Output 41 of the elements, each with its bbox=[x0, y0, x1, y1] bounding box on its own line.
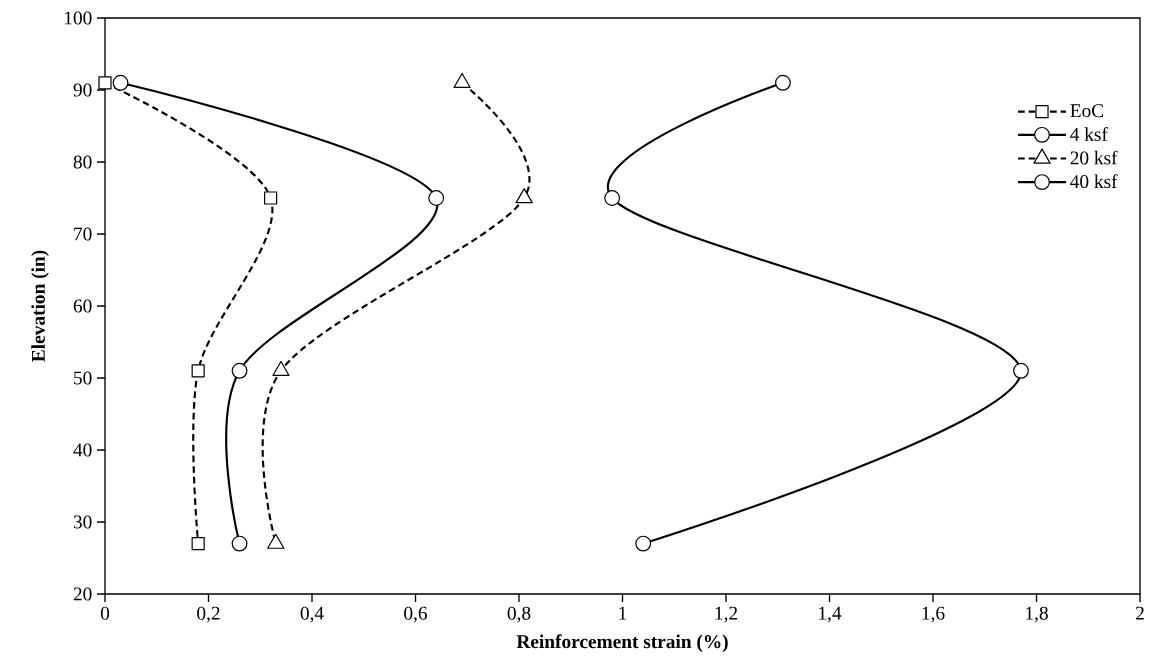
point bbox=[231, 535, 248, 552]
point bbox=[604, 190, 621, 207]
x-tick-label: 1,6 bbox=[922, 606, 945, 623]
point bbox=[453, 73, 471, 89]
y-tick-label: 100 bbox=[64, 11, 92, 25]
x-tick-label: 0,4 bbox=[300, 606, 324, 623]
x-tick-label: 2 bbox=[1136, 606, 1144, 620]
y-tick-label: 30 bbox=[73, 515, 92, 529]
point bbox=[191, 537, 205, 551]
point bbox=[775, 75, 791, 91]
y-axis-title: Elevation (in) bbox=[31, 250, 49, 363]
y-tick-label: 20 bbox=[73, 587, 92, 601]
x-tick-label: 1,2 bbox=[715, 606, 738, 623]
x-tick-label: 0,6 bbox=[404, 606, 428, 623]
x-tick-label: 0,2 bbox=[197, 606, 220, 623]
point bbox=[191, 364, 205, 378]
point bbox=[1013, 363, 1029, 379]
y-tick-label: 70 bbox=[74, 227, 92, 241]
y-tick-label: 60 bbox=[73, 299, 92, 313]
point bbox=[635, 535, 652, 552]
point bbox=[231, 363, 248, 379]
point bbox=[515, 188, 533, 204]
point bbox=[272, 361, 290, 377]
legend-label: EoC bbox=[1070, 104, 1104, 118]
y-tick-label: 80 bbox=[73, 155, 92, 169]
legend-label: 40 ksf bbox=[1070, 174, 1118, 189]
y-tick-label: 50 bbox=[74, 371, 92, 385]
point bbox=[98, 76, 112, 90]
y-tick-label: 40 bbox=[73, 443, 92, 457]
x-axis-title: Reinforcement strain (%) bbox=[516, 634, 728, 653]
point bbox=[112, 75, 129, 91]
x-tick-label: 1,8 bbox=[1026, 606, 1048, 623]
x-tick-label: 0 bbox=[100, 606, 110, 620]
point bbox=[264, 191, 278, 205]
point bbox=[428, 190, 445, 207]
legend-label: 20 ksf bbox=[1070, 150, 1118, 165]
legend-label: 4 ksf bbox=[1070, 127, 1108, 142]
y-tick-label: 90 bbox=[73, 83, 92, 97]
x-tick-label: 0,8 bbox=[507, 606, 531, 623]
x-tick-label: 1,4 bbox=[819, 606, 842, 623]
x-tick-label: 1 bbox=[619, 606, 627, 620]
